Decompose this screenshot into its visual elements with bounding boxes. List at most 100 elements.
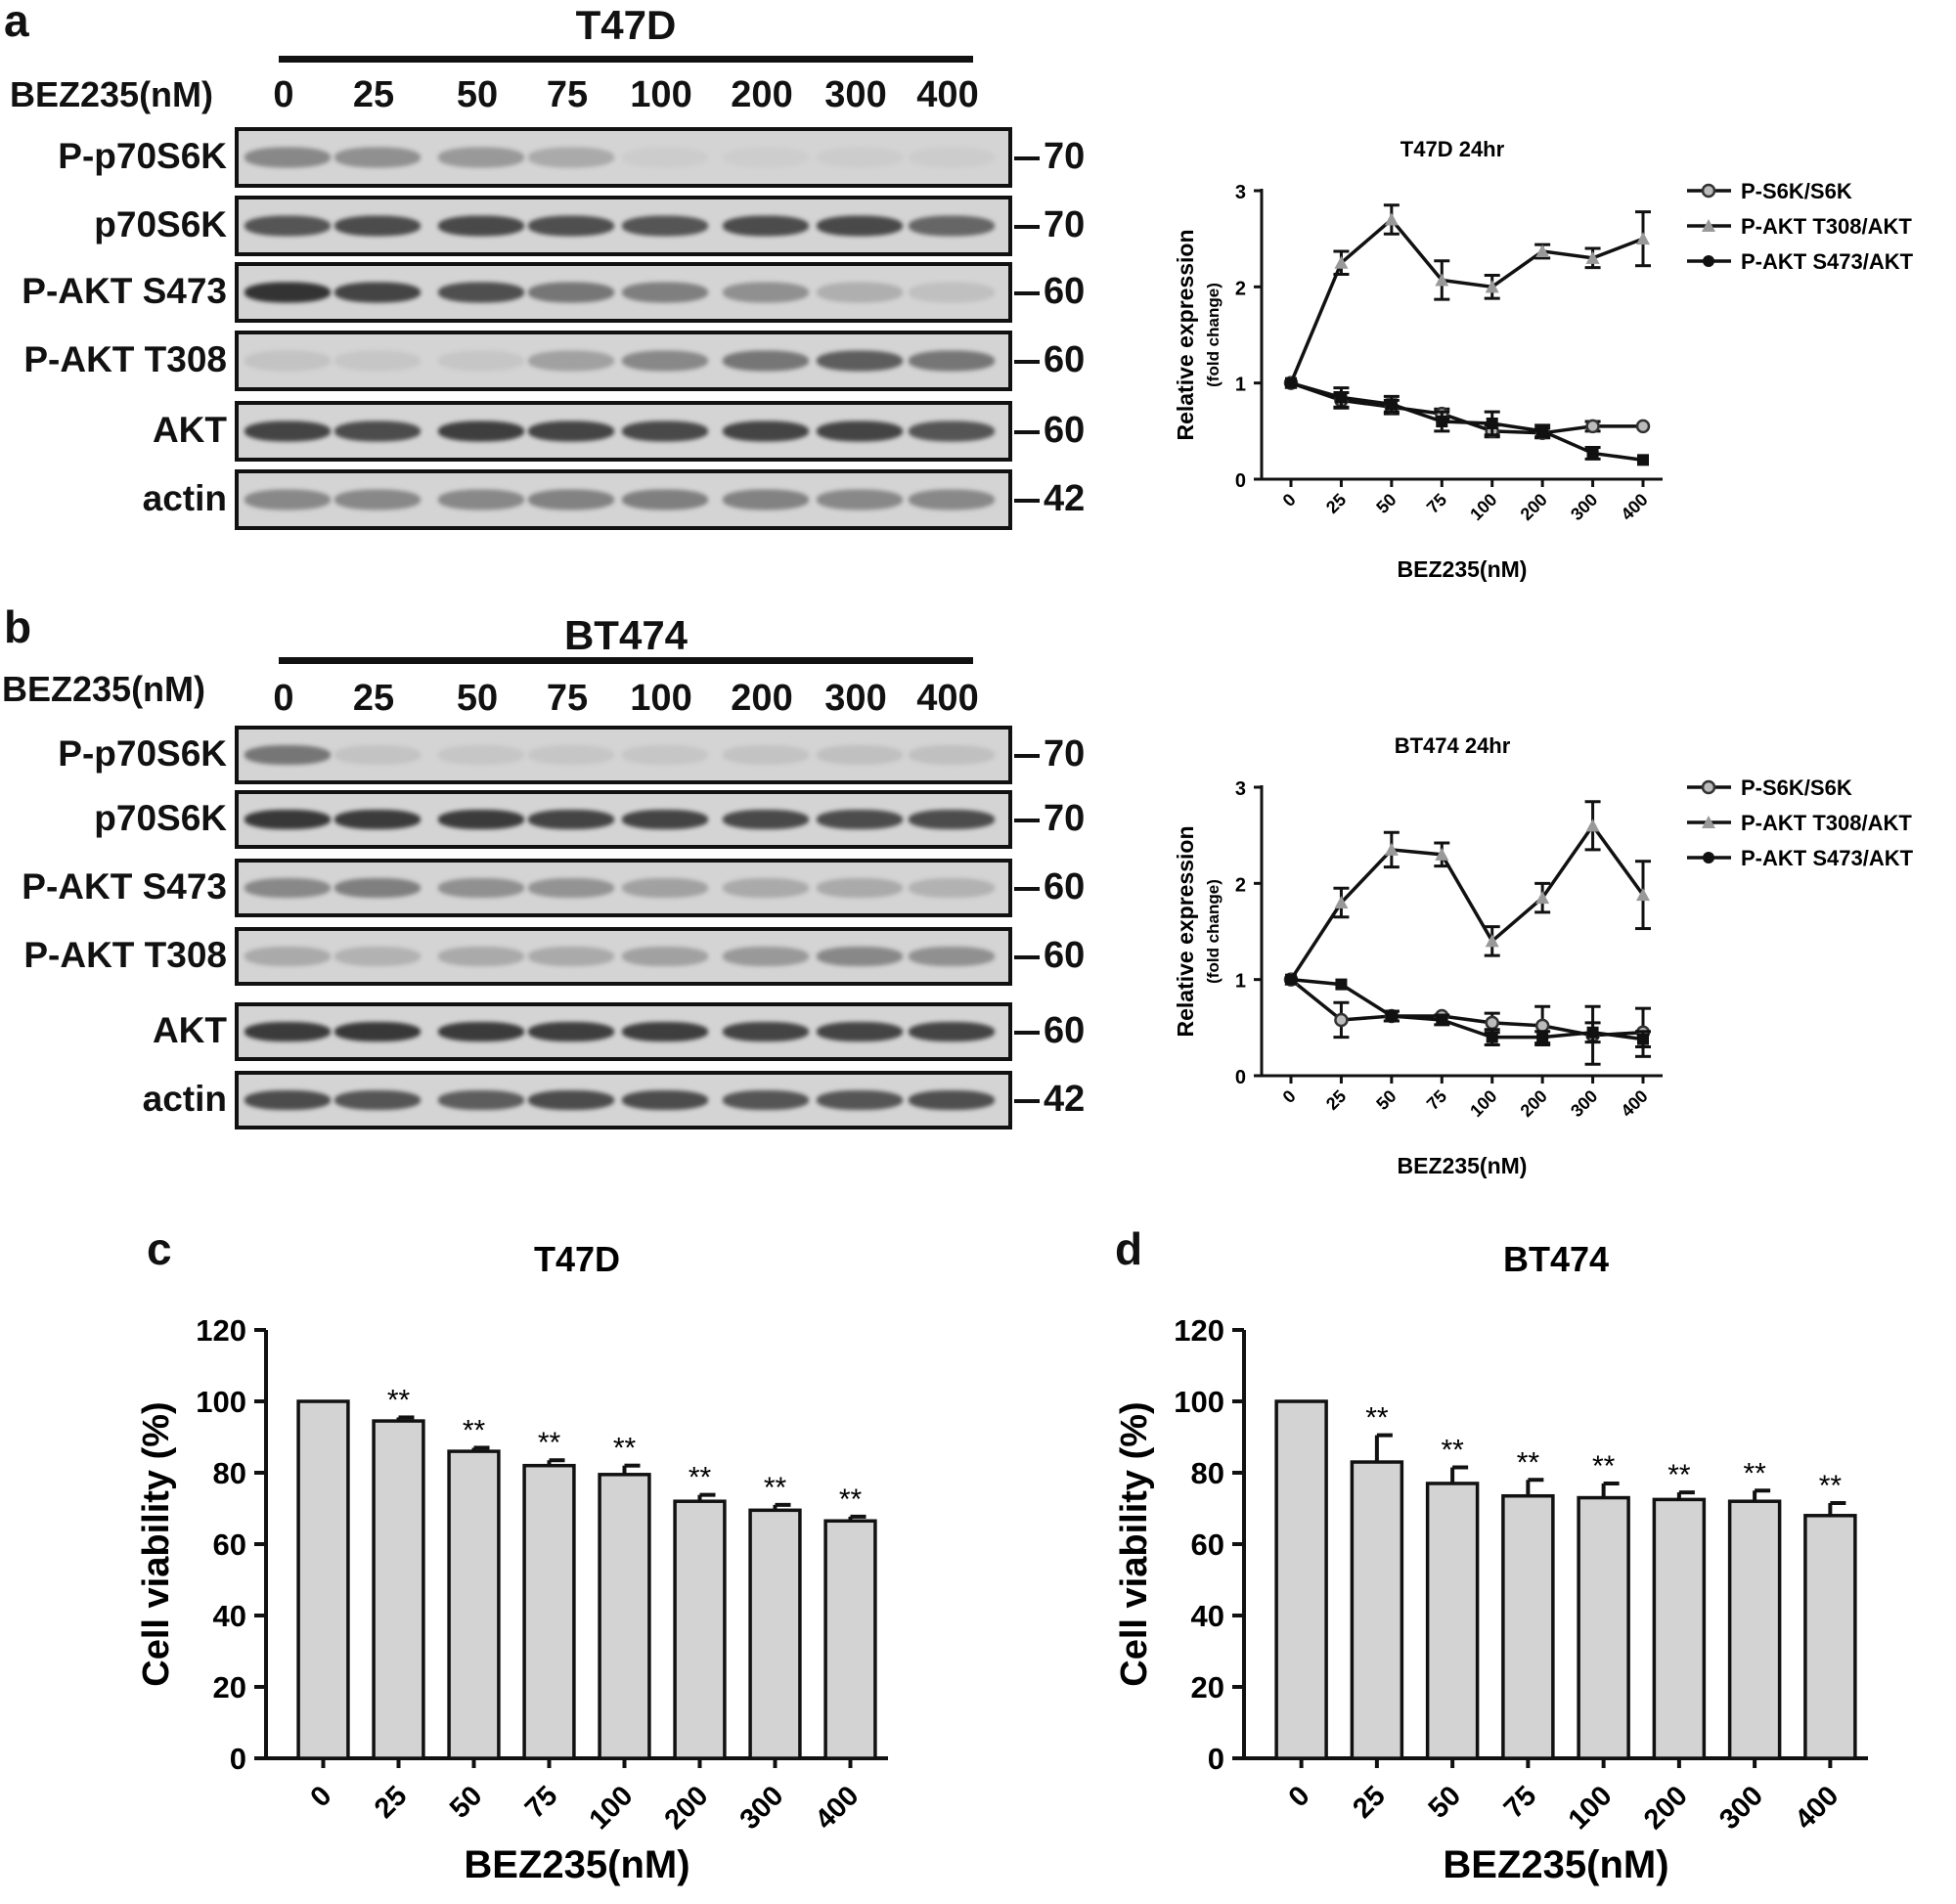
blot-strip bbox=[235, 927, 1012, 986]
mw-marker: 70 bbox=[1014, 798, 1085, 840]
significance-label: ** bbox=[387, 1384, 411, 1416]
significance-label: ** bbox=[463, 1414, 486, 1446]
conc-label-b: BEZ235(nM) bbox=[2, 669, 206, 709]
chart-title: T47D 24hr bbox=[1400, 137, 1505, 161]
line-chart-bt474: BT474 24hr 0 1 2 3 0 25 50 75 100 200 300 400 BEZ235(… bbox=[1173, 733, 1914, 1178]
y-tick-label: 1 bbox=[1235, 971, 1246, 993]
blot-strip bbox=[235, 331, 1012, 391]
blot-band bbox=[528, 350, 614, 372]
mw-marker: 60 bbox=[1014, 339, 1085, 381]
blot-band bbox=[909, 421, 995, 442]
mw-marker: 60 bbox=[1014, 1010, 1085, 1052]
blot-band bbox=[438, 745, 524, 765]
blot-row-label: P-AKT T308 bbox=[23, 339, 227, 379]
legend-marker bbox=[1701, 779, 1716, 795]
blot-band bbox=[909, 489, 995, 510]
x-tick-label: 50 bbox=[1423, 1780, 1467, 1824]
blot-strip bbox=[235, 262, 1012, 323]
blot-band bbox=[438, 350, 524, 372]
significance-label: ** bbox=[1592, 1450, 1616, 1483]
blot-band bbox=[438, 878, 524, 898]
bar bbox=[522, 1463, 576, 1760]
blot-band bbox=[817, 489, 903, 510]
blot-band bbox=[723, 489, 809, 510]
blot-band bbox=[438, 421, 524, 442]
mw-tick bbox=[1014, 818, 1040, 822]
y-axis-sublabel: (fold change) bbox=[1204, 879, 1222, 984]
lane-label: 0 bbox=[273, 678, 294, 719]
data-point bbox=[1436, 1013, 1448, 1026]
significance-label: ** bbox=[1667, 1459, 1691, 1491]
blot-strip bbox=[235, 1002, 1012, 1061]
y-tick-label: 20 bbox=[1191, 1670, 1224, 1705]
blot-band bbox=[622, 810, 708, 829]
bar bbox=[1727, 1499, 1782, 1760]
series-line bbox=[1290, 977, 1644, 1041]
blot-band bbox=[817, 745, 903, 765]
bar bbox=[1803, 1514, 1857, 1760]
mw-marker: 60 bbox=[1014, 410, 1085, 452]
y-tick-label: 0 bbox=[1235, 470, 1246, 492]
blot-band bbox=[909, 1090, 995, 1110]
bar bbox=[296, 1399, 350, 1760]
blot-band bbox=[622, 147, 708, 168]
mw-value: 60 bbox=[1044, 1010, 1086, 1051]
x-tick-label: 200 bbox=[1638, 1780, 1694, 1836]
series-line bbox=[1289, 217, 1644, 384]
blot-band bbox=[334, 421, 421, 442]
x-tick-label: 300 bbox=[1567, 490, 1601, 524]
blot-band bbox=[723, 947, 809, 966]
mw-tick bbox=[1014, 1030, 1040, 1035]
blot-row-label: P-AKT S473 bbox=[22, 271, 227, 311]
mw-tick bbox=[1014, 886, 1040, 891]
blot-strip bbox=[235, 196, 1012, 256]
data-point bbox=[1335, 978, 1348, 991]
x-tick-label: 75 bbox=[1423, 1086, 1450, 1114]
data-point bbox=[1585, 419, 1600, 434]
blot-band bbox=[334, 147, 421, 168]
x-tick-label: 50 bbox=[1372, 1086, 1400, 1114]
x-tick-label: 200 bbox=[1517, 490, 1551, 524]
blot-band bbox=[334, 878, 421, 898]
y-tick-label: 2 bbox=[1235, 278, 1246, 299]
blot-band bbox=[334, 282, 421, 303]
mw-tick bbox=[1014, 753, 1040, 758]
x-tick-label: 25 bbox=[1347, 1780, 1391, 1824]
blot-band bbox=[622, 489, 708, 510]
mw-value: 42 bbox=[1044, 478, 1086, 519]
data-point bbox=[1486, 417, 1498, 429]
y-tick-label: 2 bbox=[1235, 874, 1246, 896]
bar bbox=[673, 1499, 727, 1760]
data-point bbox=[1637, 454, 1649, 466]
mw-marker: 70 bbox=[1014, 204, 1085, 246]
blot-band bbox=[723, 215, 809, 237]
blot-row-label: actin bbox=[142, 478, 227, 518]
legend-marker bbox=[1701, 183, 1716, 199]
significance-label: ** bbox=[764, 1472, 787, 1504]
blot-band bbox=[334, 1022, 421, 1041]
lane-label: 25 bbox=[352, 678, 395, 719]
y-axis-label: Cell viability (%) bbox=[137, 1401, 177, 1686]
significance-label: ** bbox=[1517, 1446, 1540, 1479]
mw-value: 70 bbox=[1044, 798, 1086, 839]
blot-band bbox=[909, 350, 995, 372]
y-tick-label: 100 bbox=[196, 1385, 246, 1419]
bar bbox=[823, 1519, 877, 1760]
lane-label: 100 bbox=[630, 74, 692, 115]
blot-band bbox=[528, 810, 614, 829]
blot-band bbox=[528, 878, 614, 898]
y-tick-label: 3 bbox=[1235, 182, 1246, 203]
data-point bbox=[1285, 376, 1297, 389]
panel-letter-d: d bbox=[1115, 1223, 1143, 1274]
bar bbox=[372, 1419, 425, 1760]
blot-row-label: P-p70S6K bbox=[58, 733, 227, 774]
lane-label: 200 bbox=[731, 74, 793, 115]
data-point bbox=[1385, 398, 1398, 411]
panel-letter-b: b bbox=[4, 601, 32, 652]
blot-band bbox=[528, 1022, 614, 1041]
x-tick-label: 0 bbox=[1279, 490, 1300, 510]
blot-band bbox=[244, 421, 331, 442]
legend-label: P-AKT T308/AKT bbox=[1741, 214, 1912, 239]
lane-label: 100 bbox=[630, 678, 692, 719]
mw-marker: 42 bbox=[1014, 478, 1085, 520]
